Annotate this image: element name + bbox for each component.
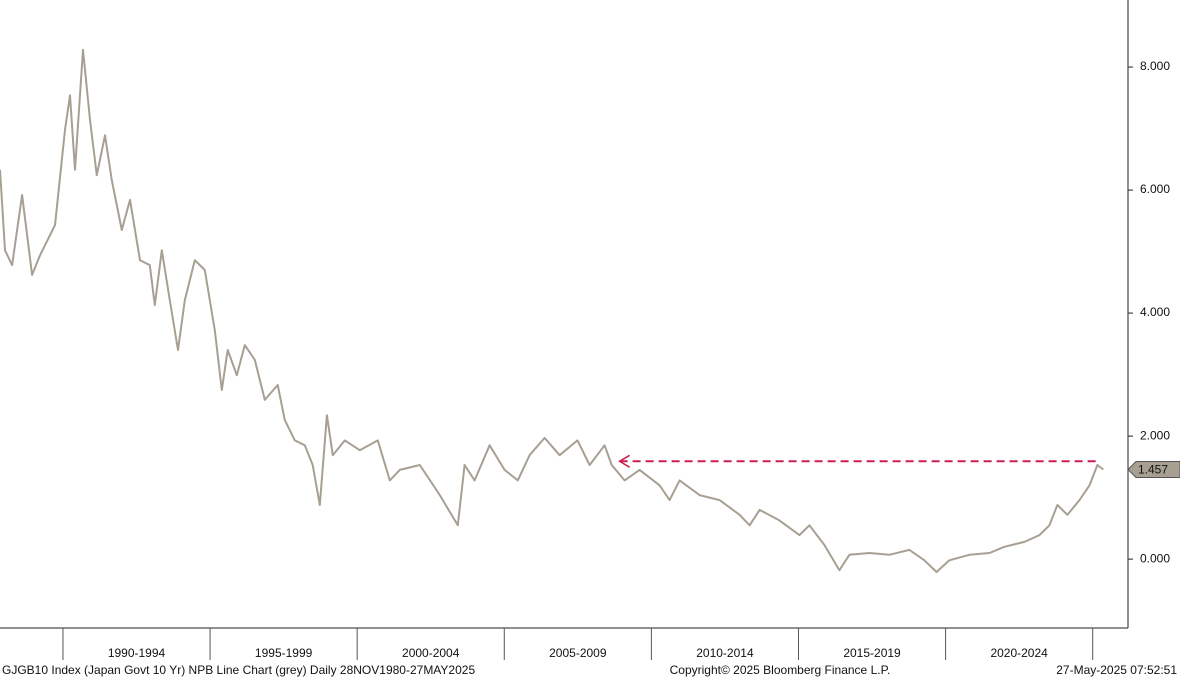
x-period-label: 2020-2024 — [990, 646, 1048, 660]
y-tick-label: 4.000 — [1140, 305, 1170, 319]
y-tick-label: 6.000 — [1140, 182, 1170, 196]
x-period-label: 2015-2019 — [843, 646, 901, 660]
footer-left: GJGB10 Index (Japan Govt 10 Yr) NPB Line… — [2, 663, 475, 677]
last-value-badge — [1127, 460, 1180, 478]
x-period-label: 2000-2004 — [402, 646, 460, 660]
reference-arrow — [618, 454, 630, 468]
y-tick-label: 0.000 — [1140, 551, 1170, 565]
price-line — [0, 48, 1104, 573]
footer-center: Copyright© 2025 Bloomberg Finance L.P. — [670, 663, 891, 677]
y-tick-label: 2.000 — [1140, 428, 1170, 442]
x-period-label: 2005-2009 — [549, 646, 607, 660]
x-period-label: 1995-1999 — [255, 646, 313, 660]
x-period-label: 1990-1994 — [108, 646, 166, 660]
x-period-label: 2010-2014 — [696, 646, 754, 660]
last-value-label: 1.457 — [1138, 463, 1168, 477]
y-tick-label: 8.000 — [1140, 59, 1170, 73]
footer-right: 27-May-2025 07:52:51 — [1056, 663, 1177, 677]
